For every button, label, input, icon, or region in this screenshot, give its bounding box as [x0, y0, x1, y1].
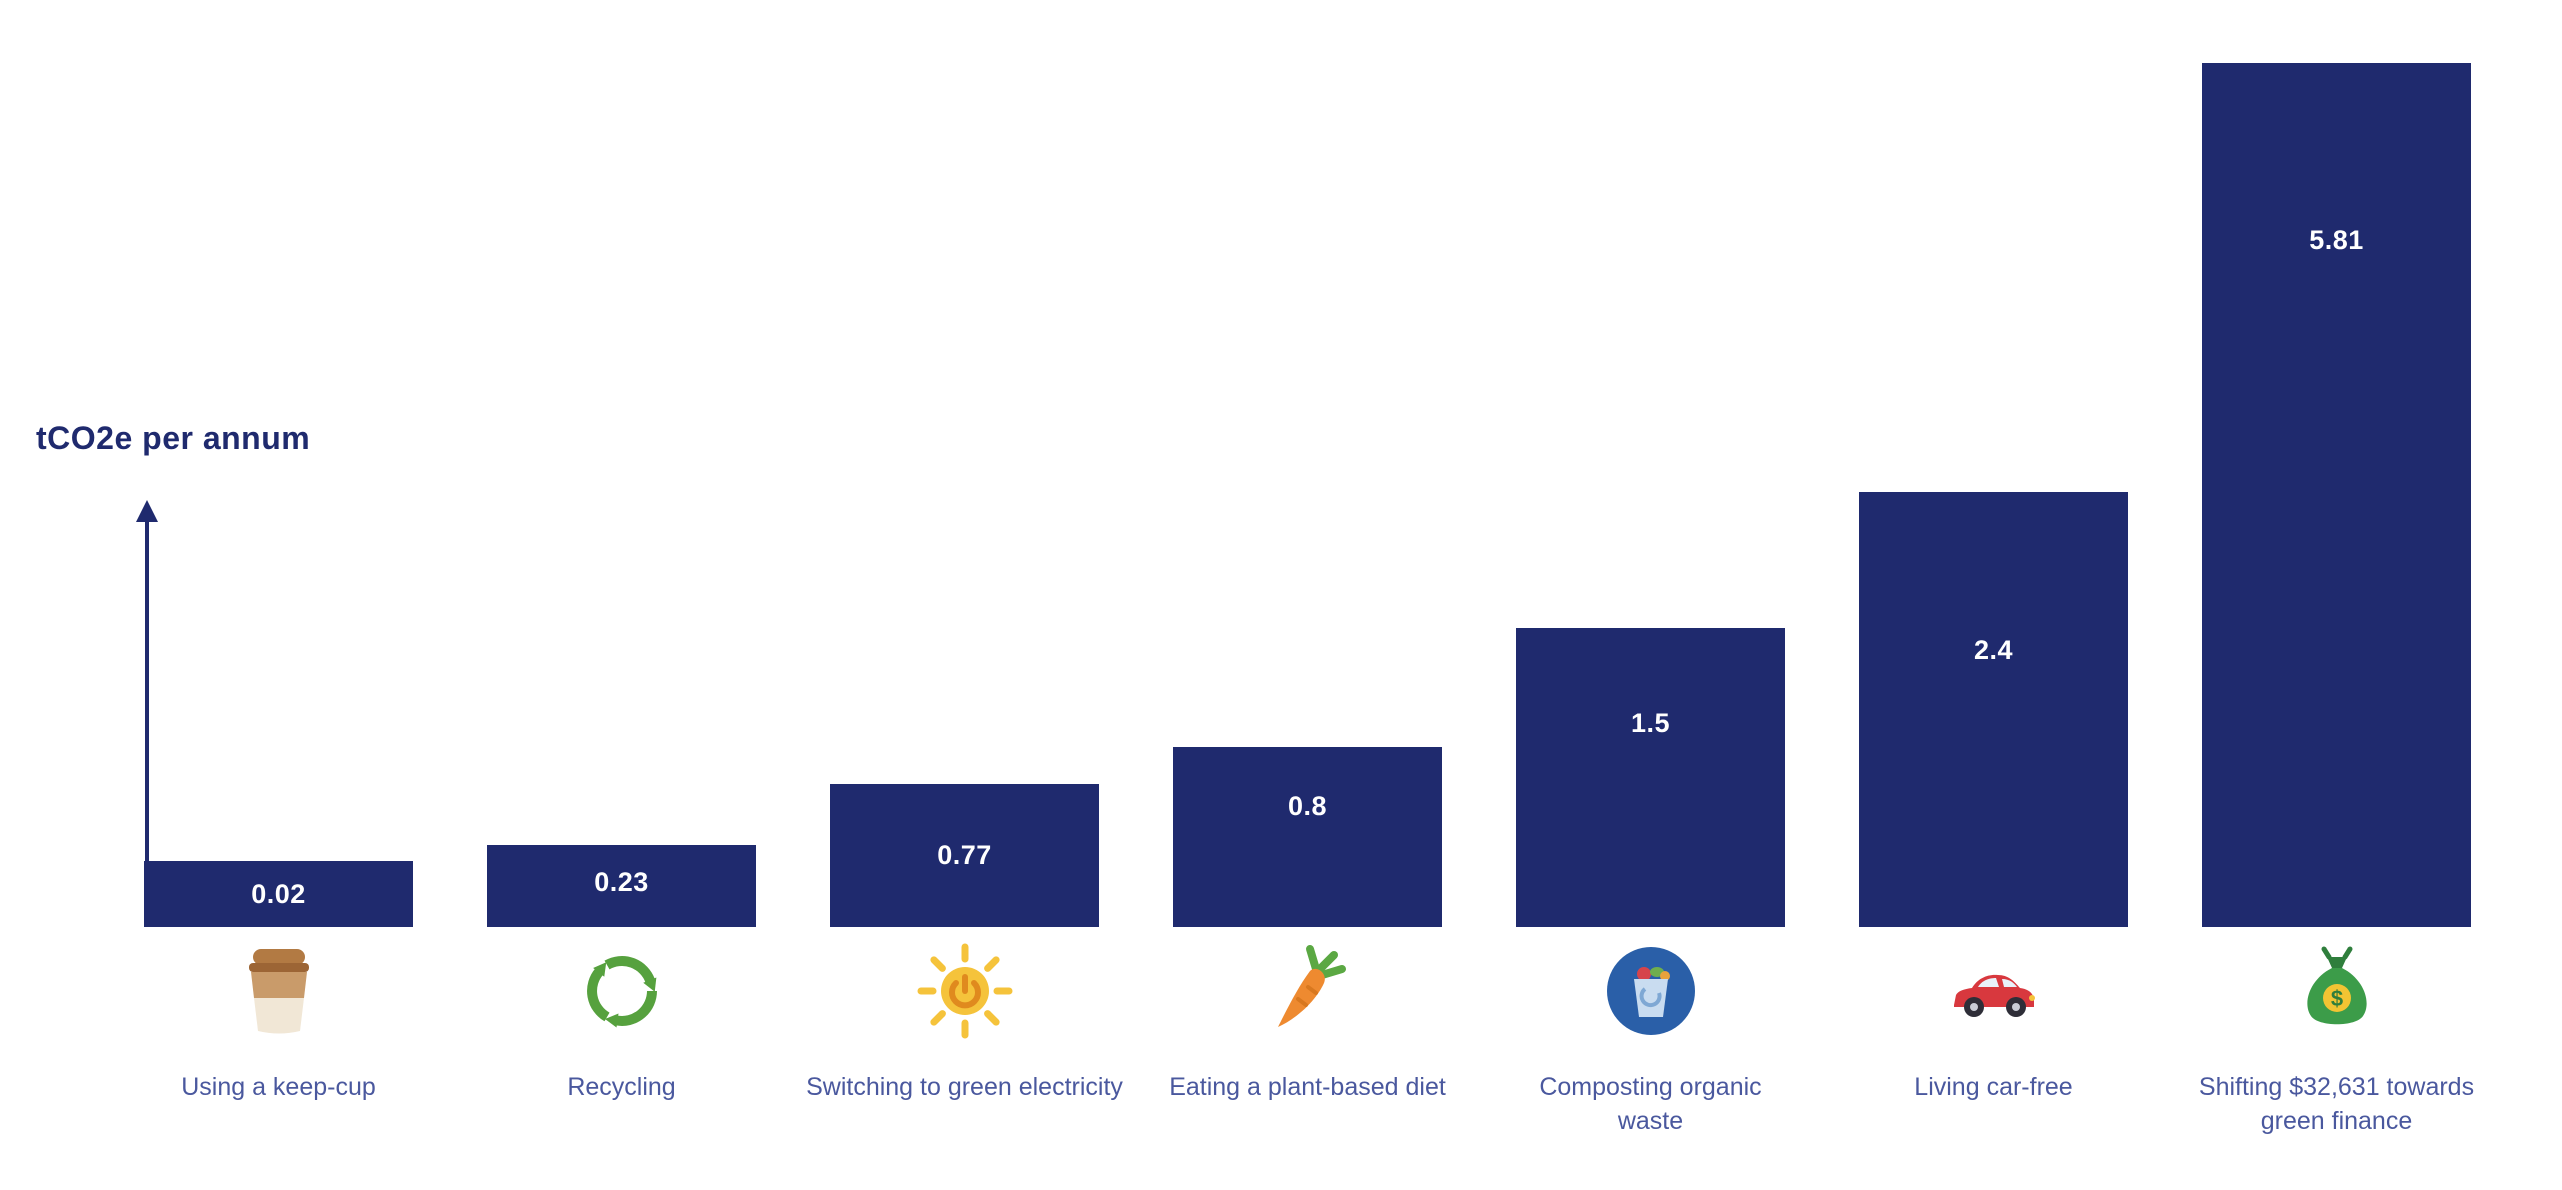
bar-column: 0.02 Using a keep-cup — [144, 861, 413, 1190]
bar-value: 5.81 — [2309, 225, 2364, 255]
sun-power-icon — [915, 927, 1015, 1045]
bar: 0.8 — [1173, 747, 1442, 927]
bar-value: 0.77 — [937, 840, 992, 870]
bar: 5.81 — [2202, 63, 2471, 927]
bar-label: Switching to green electricity — [806, 1073, 1123, 1101]
dollar-glyph: $ — [2330, 986, 2342, 1011]
bar-label: Using a keep-cup — [181, 1073, 376, 1101]
bar-value: 2.4 — [1973, 635, 2014, 665]
bar-value: 0.8 — [1287, 791, 1328, 821]
bar-label: Eating a plant-based diet — [1169, 1073, 1446, 1101]
arrow-head — [136, 500, 158, 522]
bar: 0.02 — [144, 861, 413, 927]
carrot-icon — [1258, 927, 1358, 1045]
y-axis-arrow-icon — [136, 500, 160, 927]
bar-label: Recycling — [567, 1073, 676, 1101]
bar-label: Living car-free — [1914, 1073, 2073, 1101]
bar: 1.5 — [1516, 628, 1785, 927]
bar: 0.77 — [830, 784, 1099, 927]
bar-column: 1.5 Composting organic waste — [1516, 628, 1785, 1190]
money-bag-icon: $ — [2287, 927, 2387, 1045]
bar-label: Composting organic waste — [1539, 1073, 1762, 1135]
bar-value: 0.23 — [594, 867, 649, 897]
y-axis-title: tCO2e per annum — [36, 420, 311, 456]
compost-bin-icon — [1601, 927, 1701, 1045]
bar-column: 0.77 — [806, 784, 1123, 1190]
arrow-shaft — [145, 520, 149, 927]
bar: 0.23 — [487, 845, 756, 927]
car-icon — [1944, 927, 2044, 1045]
bar-columns: 0.02 Using a keep-cup 0.23 — [144, 0, 2474, 1190]
bar-label: Shifting $32,631 towards green finance — [2198, 1073, 2475, 1135]
bar-column: 2.4 Living car-free — [1859, 492, 2128, 1190]
bar-value: 0.02 — [251, 879, 306, 909]
bar-value: 1.5 — [1630, 708, 1671, 738]
bar: 2.4 — [1859, 492, 2128, 927]
bar-column: 5.81 $ Shifting $32,631 towards green fi… — [2199, 63, 2474, 1190]
recycling-icon — [572, 927, 672, 1045]
keep-cup-icon — [229, 927, 329, 1045]
bar-column: 0.23 Recycling — [487, 845, 756, 1190]
bar-column: 0.8 Eating a plant-based diet — [1169, 747, 1446, 1190]
